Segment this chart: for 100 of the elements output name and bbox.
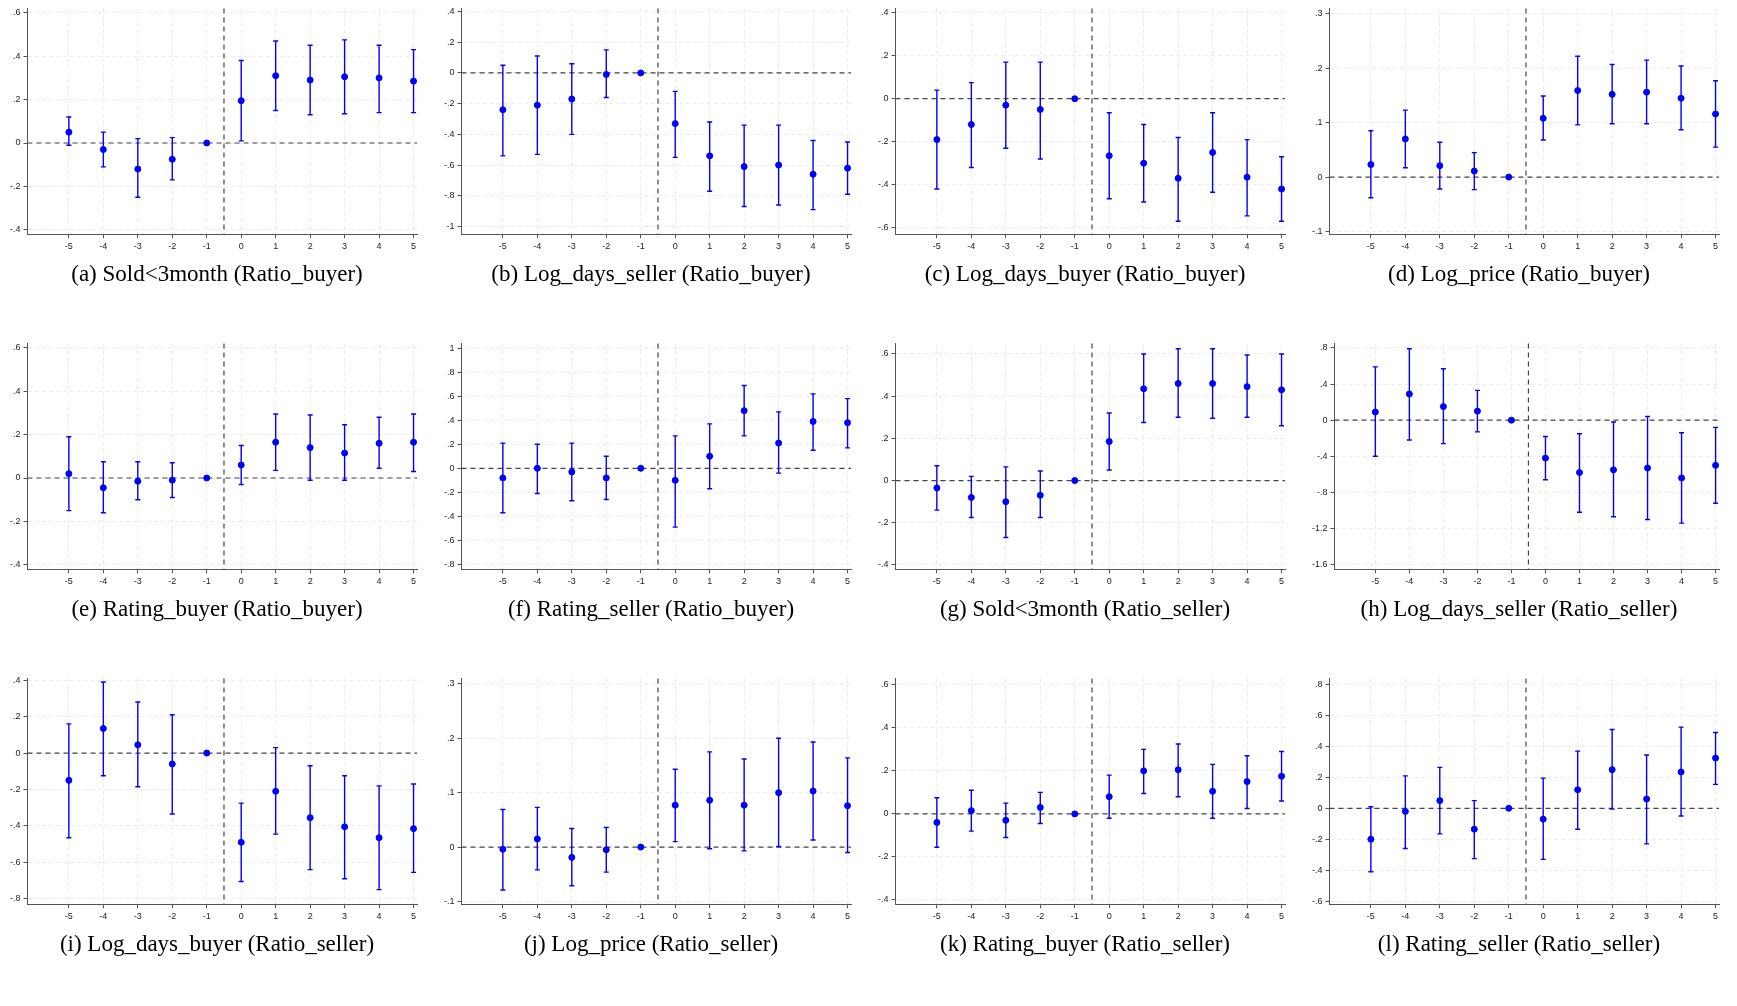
y-tick-label: .2: [446, 732, 455, 743]
x-tick-label: -4: [1401, 911, 1410, 922]
x-tick-label: 3: [1210, 241, 1216, 252]
y-tick-label: 1: [449, 342, 455, 353]
x-tick-label: -2: [1036, 241, 1045, 252]
y-tick-label: -.2: [443, 486, 455, 497]
y-tick-label: 0: [15, 472, 21, 483]
x-tick-label: 4: [810, 576, 816, 587]
x-tick-label: -1: [1070, 576, 1079, 587]
point: [499, 106, 507, 114]
point: [844, 164, 851, 172]
y-tick-label: .4: [12, 50, 21, 61]
point: [1439, 403, 1447, 411]
x-tick-label: 3: [1210, 576, 1216, 587]
y-tick-label: -.2: [877, 517, 889, 528]
y-tick-label: .4: [446, 5, 455, 16]
y-tick-label: -.2: [9, 515, 21, 526]
y-tick-label: .1: [1314, 117, 1323, 128]
point: [341, 823, 349, 831]
y-tick-label: 0: [883, 475, 889, 486]
point: [1436, 162, 1444, 170]
x-tick-label: 0: [1106, 241, 1112, 252]
x-tick-label: 4: [1678, 911, 1684, 922]
point: [1140, 159, 1148, 167]
point: [1002, 101, 1010, 109]
x-tick-label: 5: [1713, 241, 1719, 252]
point: [1071, 810, 1079, 818]
point: [533, 835, 541, 843]
point: [1401, 135, 1409, 143]
x-tick-label: -2: [602, 241, 611, 252]
x-tick-label: -3: [1001, 576, 1010, 587]
x-tick-label: -1: [1504, 911, 1513, 922]
y-tick-label: -.4: [9, 820, 21, 831]
text: (j) Log_price (Ratio_seller): [522, 930, 780, 958]
x-tick-label: -5: [64, 911, 73, 922]
point: [1541, 454, 1549, 462]
y-tick-label: .2: [446, 438, 455, 449]
point: [1367, 161, 1375, 169]
x-tick-label: -5: [932, 911, 941, 922]
y-tick-label: .2: [880, 765, 889, 776]
point: [1644, 464, 1652, 472]
y-tick-label: -.6: [443, 534, 455, 545]
point: [1174, 766, 1182, 774]
x-tick-label: -1: [202, 241, 211, 252]
point: [1105, 793, 1113, 801]
x-tick-label: 2: [1611, 576, 1617, 587]
x-tick-label: 4: [1678, 241, 1684, 252]
point: [237, 838, 245, 846]
point: [1505, 173, 1513, 181]
x-tick-label: -3: [133, 911, 142, 922]
x-tick-label: 4: [376, 241, 382, 252]
x-tick-label: 3: [776, 911, 782, 922]
point: [706, 152, 714, 160]
x-tick-label: 3: [342, 576, 348, 587]
y-tick-label: -.4: [9, 559, 21, 570]
point: [237, 461, 245, 469]
point: [809, 787, 817, 795]
point: [306, 444, 314, 452]
x-tick-label: 0: [1540, 911, 1546, 922]
x-tick-label: -1: [1504, 241, 1513, 252]
x-tick-label: 4: [810, 241, 816, 252]
x-tick-label: 2: [307, 576, 313, 587]
point: [775, 789, 783, 797]
point: [1507, 416, 1515, 424]
point: [203, 139, 211, 147]
y-tick-label: .4: [446, 414, 455, 425]
y-tick-label: .2: [880, 432, 889, 443]
point: [1608, 766, 1616, 774]
point: [1140, 385, 1148, 393]
y-tick-label: 0: [883, 93, 889, 104]
x-tick-label: -4: [99, 576, 108, 587]
point: [203, 474, 211, 482]
y-tick-label: .4: [1314, 740, 1323, 751]
point: [637, 69, 645, 77]
y-tick-label: -.1: [1311, 225, 1323, 236]
y-tick-label: -.2: [443, 98, 455, 109]
y-tick-label: -.6: [1311, 895, 1323, 906]
point: [410, 77, 417, 85]
point: [740, 163, 748, 171]
x-tick-label: 5: [1279, 911, 1285, 922]
point: [65, 470, 73, 478]
point: [706, 452, 714, 460]
y-tick-label: -.2: [9, 180, 21, 191]
x-tick-label: -3: [133, 576, 142, 587]
x-tick-label: -1: [202, 576, 211, 587]
x-tick-label: -1: [1507, 576, 1516, 587]
x-tick-label: -2: [1470, 911, 1479, 922]
x-tick-label: -4: [1401, 241, 1410, 252]
x-tick-label: 2: [1609, 241, 1615, 252]
y-tick-label: .4: [12, 674, 21, 685]
point: [499, 845, 507, 853]
y-tick-label: .2: [12, 429, 21, 440]
point: [375, 834, 383, 842]
x-tick-label: 3: [342, 241, 348, 252]
x-tick-label: 0: [672, 911, 678, 922]
y-tick-label: -.1: [443, 895, 455, 906]
x-tick-label: -5: [498, 911, 507, 922]
x-tick-label: 5: [845, 911, 851, 922]
y-tick-label: -.4: [877, 179, 889, 190]
point: [375, 74, 383, 82]
